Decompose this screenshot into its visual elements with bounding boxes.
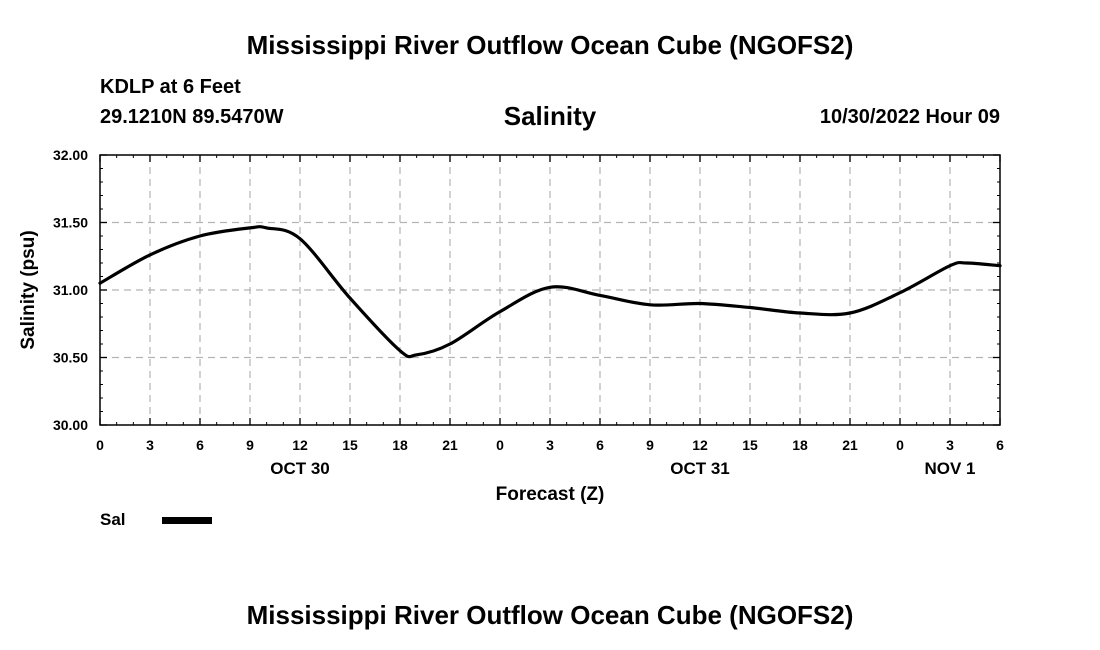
grid-lines: [100, 155, 1000, 425]
x-tick-label: 0: [496, 437, 504, 453]
x-tick-label: 6: [196, 437, 204, 453]
x-tick-label: 12: [692, 437, 708, 453]
y-tick-labels: 32.00 31.50 31.00 30.50 30.00: [53, 147, 88, 433]
x-axis-label: Forecast (Z): [496, 484, 605, 505]
plot-frame: [99, 154, 1001, 426]
x-tick-label: 9: [646, 437, 654, 453]
y-tick-label: 30.00: [53, 417, 88, 433]
station-label: KDLP at 6 Feet: [100, 76, 241, 98]
variable-title: Salinity: [503, 101, 597, 131]
y-tick-label: 31.50: [53, 215, 88, 231]
x-tick-label: 6: [596, 437, 604, 453]
x-tick-label: 3: [946, 437, 954, 453]
date-label: NOV 1: [924, 459, 975, 478]
y-tick-label: 30.50: [53, 350, 88, 366]
x-tick-labels: 0 3 6 9 12 15 18 21 0 3 6 9 12 15 18 21 0 3 6: [96, 437, 1004, 453]
x-tick-label: 0: [896, 437, 904, 453]
x-tick-label: 12: [292, 437, 308, 453]
forecast-datetime: 10/30/2022 Hour 09: [819, 106, 1000, 128]
x-tick-label: 21: [842, 437, 858, 453]
legend-label: Sal: [100, 510, 126, 529]
date-labels: OCT 30 OCT 31 NOV 1: [270, 459, 975, 478]
chart-title-bottom: Mississippi River Outflow Ocean Cube (NG…: [246, 600, 854, 630]
x-tick-label: 3: [146, 437, 154, 453]
x-tick-label: 15: [342, 437, 358, 453]
legend-swatch: [162, 517, 212, 524]
y-tick-label: 32.00: [53, 147, 88, 163]
date-label: OCT 31: [670, 459, 730, 478]
station-coords: 29.1210N 89.5470W: [100, 106, 284, 128]
chart-title-top: Mississippi River Outflow Ocean Cube (NG…: [246, 30, 854, 60]
y-axis-label: Salinity (psu): [18, 230, 39, 349]
x-tick-label: 6: [996, 437, 1004, 453]
y-tick-label: 31.00: [53, 282, 88, 298]
x-tick-label: 15: [742, 437, 758, 453]
x-tick-label: 9: [246, 437, 254, 453]
x-tick-label: 21: [442, 437, 458, 453]
date-label: OCT 30: [270, 459, 330, 478]
x-tick-label: 3: [546, 437, 554, 453]
x-tick-label: 18: [392, 437, 408, 453]
salinity-series-line: [98, 225, 1002, 359]
x-tick-label: 18: [792, 437, 808, 453]
x-tick-label: 0: [96, 437, 104, 453]
